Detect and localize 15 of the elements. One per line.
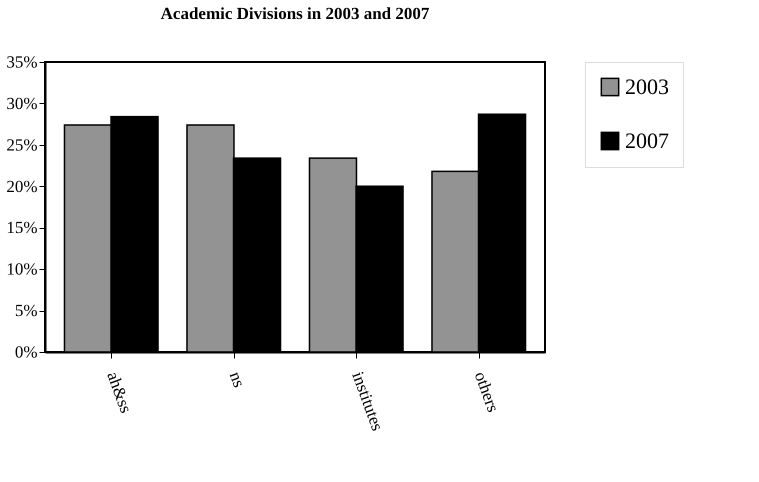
- y-tick-label: 30%: [6, 94, 38, 113]
- y-tick-label: 10%: [6, 260, 38, 279]
- legend-label: 2003: [625, 74, 669, 99]
- x-tick-label: ns: [226, 369, 249, 390]
- x-tick-label: others: [470, 369, 503, 415]
- chart-title: Academic Divisions in 2003 and 2007: [160, 4, 430, 23]
- y-tick-label: 25%: [6, 135, 38, 154]
- y-tick-label: 20%: [6, 176, 38, 196]
- y-tick-label: 35%: [6, 52, 38, 72]
- y-tick-label: 0%: [14, 342, 38, 362]
- y-tick-label: 15%: [6, 218, 38, 238]
- x-tick-label: ah&ss: [103, 369, 136, 416]
- legend-label: 2007: [625, 128, 669, 153]
- y-tick-label: 5%: [14, 301, 38, 320]
- x-tick-label: institutes: [348, 369, 388, 434]
